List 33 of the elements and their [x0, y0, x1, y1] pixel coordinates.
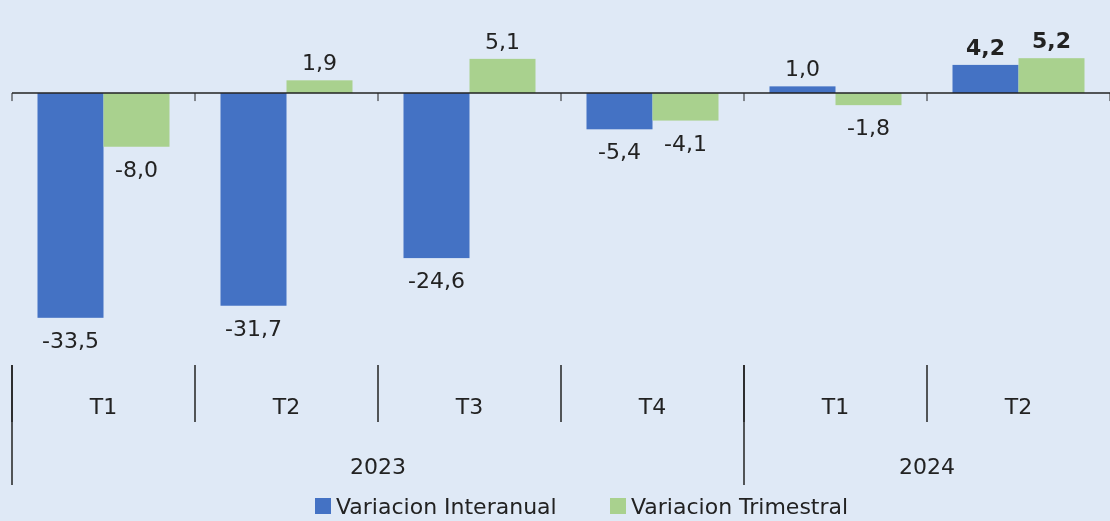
bar — [403, 93, 470, 259]
data-label: 1,9 — [302, 50, 337, 76]
x-tick-label: T1 — [88, 394, 118, 419]
data-label: -24,6 — [408, 268, 465, 294]
x-tick-label: T4 — [637, 394, 667, 419]
text: 2023 — [350, 454, 406, 479]
data-label: -33,5 — [42, 327, 99, 353]
bar — [103, 93, 170, 147]
data-label: 1,0 — [785, 56, 820, 82]
bar — [652, 93, 719, 121]
data-label: -1,8 — [847, 115, 890, 141]
x-tick-label: T1 — [820, 394, 850, 419]
legend-label: Variacion Trimestral — [631, 494, 849, 519]
data-label: 5,2 — [1032, 28, 1071, 54]
data-label: 4,2 — [966, 34, 1005, 60]
bar — [1018, 58, 1085, 94]
data-label: -8,0 — [115, 156, 158, 182]
bar — [469, 58, 536, 94]
x-tick-label: T3 — [454, 394, 484, 419]
bar — [220, 93, 287, 306]
text: 2024 — [899, 454, 955, 479]
x-tick-label: T2 — [1003, 394, 1033, 419]
data-label: -4,1 — [664, 130, 707, 156]
data-label: 5,1 — [485, 28, 520, 54]
x-tick-label: T2 — [271, 394, 301, 419]
bar — [286, 80, 353, 94]
data-label: -31,7 — [225, 315, 282, 341]
legend-label: Variacion Interanual — [336, 494, 557, 519]
bar — [37, 93, 104, 318]
bar — [586, 93, 653, 130]
bar — [835, 93, 902, 106]
data-label: -5,4 — [598, 139, 641, 165]
bar — [952, 64, 1019, 94]
